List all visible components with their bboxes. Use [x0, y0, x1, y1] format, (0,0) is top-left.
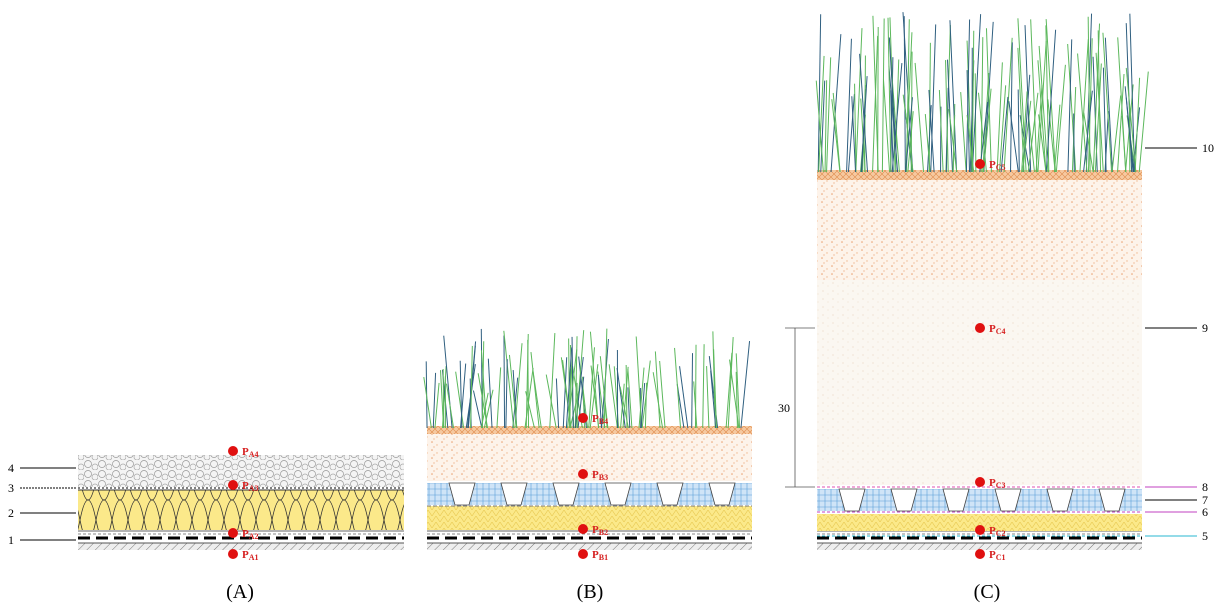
grass-blade — [883, 80, 889, 172]
grass-blade — [915, 63, 923, 172]
dimension-label: 30 — [778, 401, 790, 415]
measurement-point — [228, 480, 238, 490]
grass-blade — [497, 367, 501, 428]
substrate-top — [427, 426, 752, 434]
grass-blade — [636, 336, 641, 428]
grass-blade — [435, 383, 439, 428]
grass-blade — [546, 375, 556, 428]
point-label-sub: B3 — [599, 473, 608, 482]
substrate-top — [817, 178, 1142, 280]
grass-blade — [556, 378, 558, 428]
grass-blade — [488, 359, 492, 428]
layers — [78, 170, 1142, 550]
grass-blade — [882, 19, 884, 172]
grass-blade — [1018, 90, 1019, 172]
measurement-point — [578, 524, 588, 534]
measurement-point — [578, 413, 588, 423]
grass-blade — [873, 36, 878, 172]
base-slab — [427, 543, 752, 550]
base-slab — [78, 543, 404, 550]
point-label-sub: A3 — [249, 484, 259, 493]
grass-blade — [827, 57, 831, 172]
grass-blade — [931, 24, 936, 172]
point-label-sub: C4 — [996, 327, 1006, 336]
grass-blade — [1112, 95, 1121, 172]
point-label-sub: B2 — [599, 528, 608, 537]
grass-blade — [997, 62, 1002, 172]
grass-blade — [1139, 72, 1148, 172]
point-label-sub: C5 — [996, 163, 1006, 172]
grass-blade — [961, 92, 966, 172]
substrate — [427, 432, 752, 481]
grass-blade — [707, 366, 709, 428]
layer-number: 2 — [8, 506, 14, 520]
grass-blade — [695, 345, 696, 428]
point-label: PB1 — [592, 549, 608, 562]
grass-blade — [1056, 65, 1065, 172]
grass-blade — [904, 16, 905, 172]
grass-blade — [878, 27, 879, 172]
point-label: PC1 — [989, 549, 1006, 562]
layer-number: 10 — [1202, 141, 1214, 155]
measurement-point — [578, 469, 588, 479]
point-label: PA4 — [242, 446, 259, 459]
measurement-point — [975, 525, 985, 535]
layer-number: 5 — [1202, 529, 1208, 543]
layer-number: 8 — [1202, 480, 1208, 494]
figure: (A)PA1PA2PA3PA4(B)PB1PB2PB3PB4(C)PC1PC2P… — [0, 0, 1225, 607]
grass-blade — [741, 341, 750, 428]
point-label-sub: C2 — [996, 529, 1006, 538]
grass-blade — [680, 366, 688, 428]
grass-blade — [692, 353, 693, 428]
measurement-point — [228, 549, 238, 559]
drainage — [817, 489, 1142, 511]
layer-number: 7 — [1202, 493, 1208, 507]
caption: (C) — [974, 581, 1001, 603]
grass-blade — [424, 377, 432, 428]
grass-blade — [550, 333, 555, 428]
point-label-sub: A4 — [249, 450, 259, 459]
measurement-point — [975, 549, 985, 559]
grass-blade — [1074, 113, 1075, 172]
grass-blade — [703, 344, 704, 428]
measurement-point — [228, 528, 238, 538]
layer-number: 3 — [8, 481, 14, 495]
grass-blade — [473, 391, 481, 428]
measurement-point — [975, 477, 985, 487]
grass-blade — [528, 340, 529, 428]
drainage — [427, 483, 752, 505]
measurement-point — [975, 159, 985, 169]
caption: (A) — [226, 581, 254, 603]
measurement-point — [975, 323, 985, 333]
insulation — [427, 506, 752, 530]
layer-number: 4 — [8, 461, 14, 475]
grass-blade — [675, 348, 681, 428]
layer-number: 6 — [1202, 505, 1208, 519]
substrate — [817, 280, 1142, 485]
grass-blade — [825, 80, 827, 172]
grass-blade — [847, 39, 852, 172]
caption: (B) — [577, 581, 604, 603]
point-label-sub: B1 — [599, 553, 608, 562]
insulation — [78, 490, 404, 530]
gravel — [78, 455, 404, 487]
layer-number: 9 — [1202, 321, 1208, 335]
point-label-sub: A1 — [249, 553, 259, 562]
grass-blade — [504, 336, 505, 428]
point-label-sub: C1 — [996, 553, 1006, 562]
grass-blade — [1135, 78, 1139, 172]
grass-blade — [939, 90, 943, 172]
grass-blade — [509, 355, 516, 428]
measurement-point — [578, 549, 588, 559]
point-label-sub: C3 — [996, 481, 1006, 490]
point-label: PA1 — [242, 549, 259, 562]
base-slab — [817, 543, 1142, 550]
measurement-point — [228, 446, 238, 456]
grass-blade — [506, 359, 507, 428]
point-label-sub: A2 — [249, 532, 259, 541]
point-label-sub: B4 — [599, 417, 608, 426]
layer-number: 1 — [8, 533, 14, 547]
